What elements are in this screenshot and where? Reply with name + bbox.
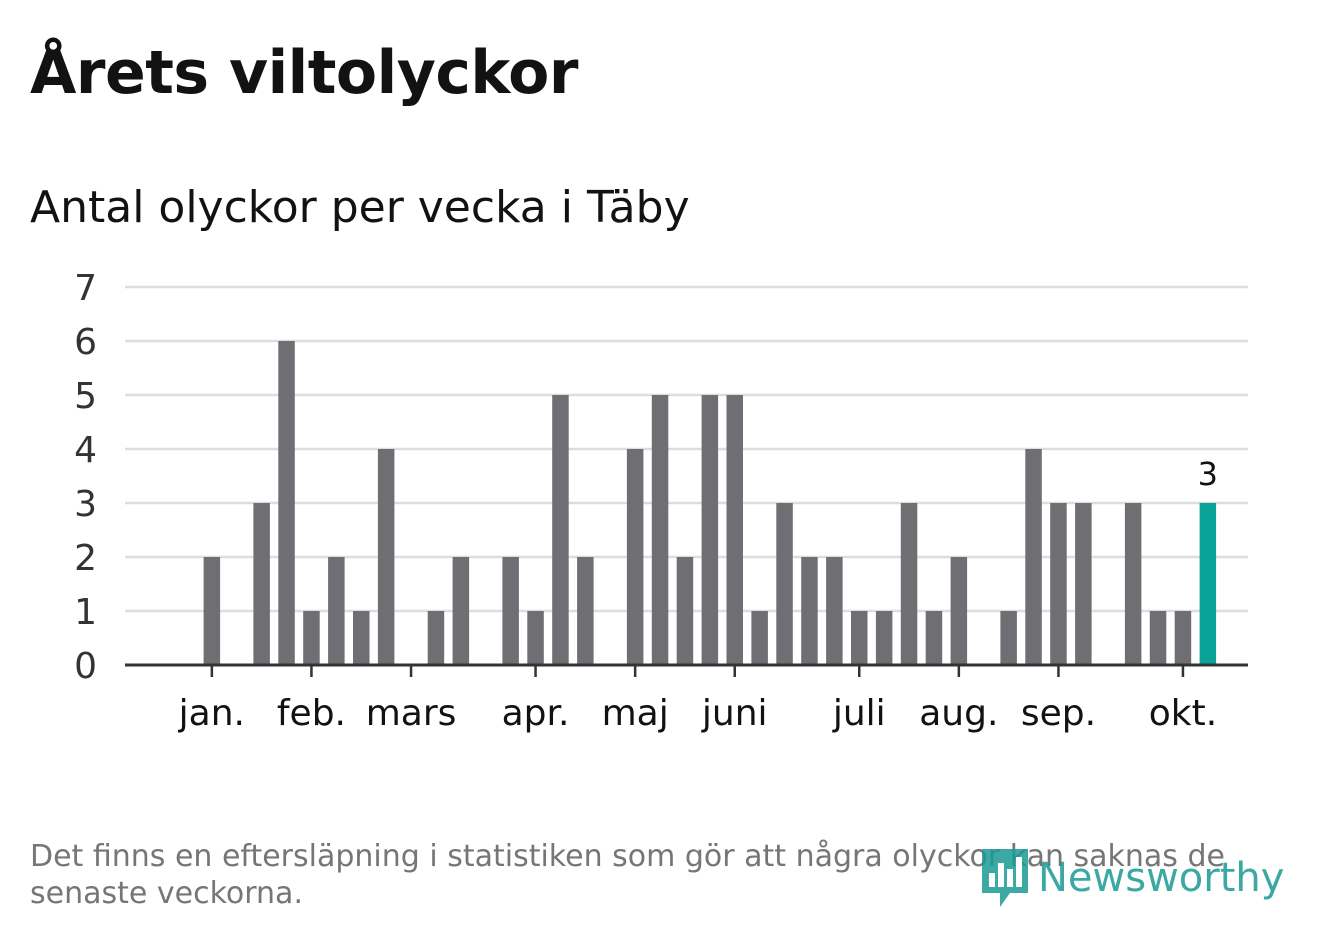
x-axis-tick-labels: jan. feb. mars apr. maj juni juli aug. sep. okt. <box>178 665 1217 734</box>
logo-text: Newsworthy <box>1038 855 1285 901</box>
x-tick-label: mars <box>366 693 457 734</box>
y-tick-label: 3 <box>74 484 97 525</box>
bar <box>676 557 694 665</box>
x-tick-label: okt. <box>1149 693 1217 734</box>
bar <box>626 449 644 665</box>
y-axis-tick-labels: 0 1 2 3 4 5 6 7 <box>74 268 97 687</box>
bar <box>1000 611 1017 665</box>
bar <box>1025 449 1042 665</box>
bar <box>875 611 893 665</box>
bars <box>203 341 1217 665</box>
bar <box>1124 503 1142 665</box>
bar <box>577 557 594 665</box>
annotations: 3 <box>1198 455 1218 493</box>
highlight-bar <box>1199 503 1217 665</box>
bar <box>353 611 370 665</box>
bar <box>1050 503 1067 665</box>
x-tick-label: feb. <box>277 693 346 734</box>
x-tick-label: juni <box>701 693 768 734</box>
x-tick-label: juli <box>832 693 886 734</box>
bar <box>1149 611 1167 665</box>
y-tick-label: 0 <box>74 646 97 687</box>
y-tick-label: 4 <box>74 430 97 471</box>
bar <box>253 503 270 665</box>
bar <box>203 557 221 665</box>
bar <box>851 611 868 665</box>
bar <box>751 611 768 665</box>
bar <box>900 503 918 665</box>
y-tick-label: 2 <box>74 538 97 579</box>
x-tick-label: jan. <box>178 693 245 734</box>
bar <box>950 557 968 665</box>
bar-chart: 0 1 2 3 4 5 6 7 jan. feb. mars apr. maj juni juli aug.… <box>74 268 1248 734</box>
bar <box>527 611 544 665</box>
chart-title: Årets viltolyckor <box>30 38 579 108</box>
bar <box>651 395 669 665</box>
y-tick-label: 7 <box>74 268 97 309</box>
data-label: 3 <box>1198 455 1218 493</box>
y-tick-label: 6 <box>74 322 97 363</box>
bar <box>701 395 719 665</box>
bar <box>278 341 295 665</box>
bar-chart-bubble-icon <box>982 849 1028 907</box>
bar <box>801 557 818 665</box>
chart-subtitle: Antal olyckor per vecka i Täby <box>30 182 690 233</box>
bar <box>552 395 569 665</box>
x-tick-label: aug. <box>919 693 998 734</box>
bar <box>1174 611 1192 665</box>
x-tick-label: sep. <box>1021 693 1096 734</box>
bar <box>776 503 793 665</box>
bar <box>452 557 470 665</box>
x-tick-label: apr. <box>502 693 570 734</box>
bar <box>377 449 395 665</box>
bar <box>502 557 519 665</box>
x-tick-label: maj <box>602 693 669 734</box>
bar <box>925 611 943 665</box>
bar <box>1075 503 1092 665</box>
bar <box>726 395 743 665</box>
newsworthy-logo: Newsworthy <box>980 846 1300 910</box>
bar <box>328 557 345 665</box>
bar <box>303 611 320 665</box>
y-tick-label: 5 <box>74 376 97 417</box>
bar <box>427 611 445 665</box>
bar <box>826 557 843 665</box>
y-tick-label: 1 <box>74 592 97 633</box>
